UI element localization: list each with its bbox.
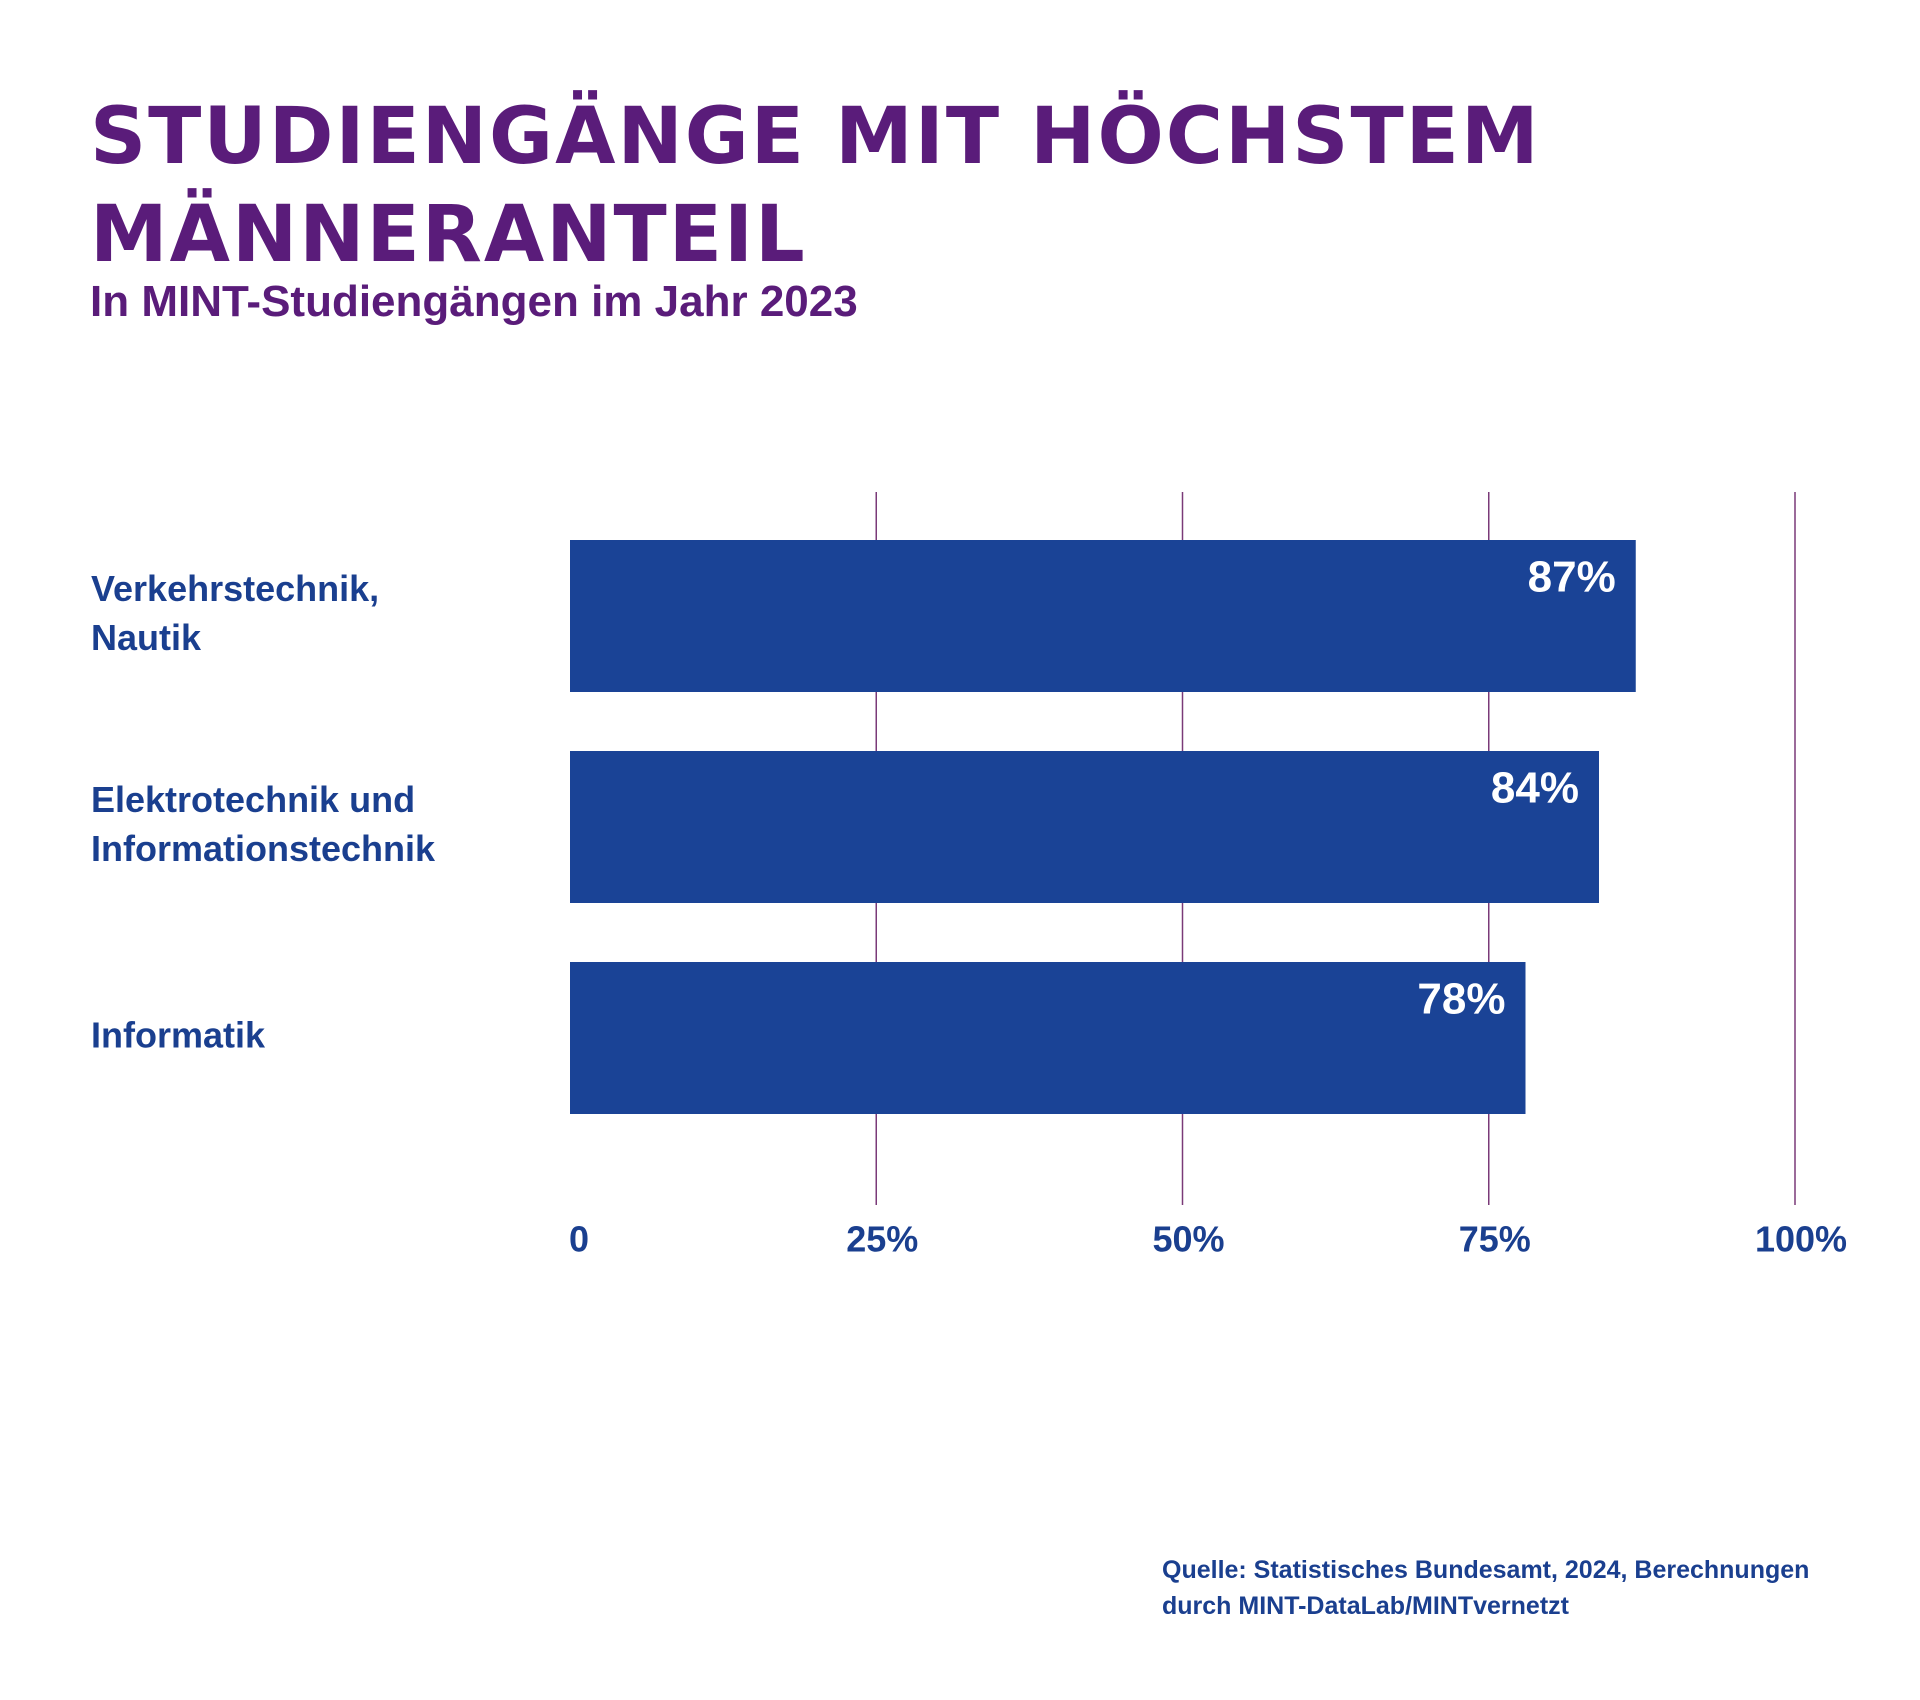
category-label-2-0: Informatik (91, 1015, 266, 1056)
x-axis-tick-labels: 0 25% 50% 75% 100% (569, 1219, 1847, 1260)
value-label-1: 84% (1491, 764, 1579, 813)
category-label-1-0: Elektrotechnik und (91, 779, 415, 820)
category-label-0-0: Verkehrstechnik, (91, 568, 379, 609)
source-line-1: Quelle: Statistisches Bundesamt, 2024, B… (1162, 1556, 1810, 1584)
value-labels: 87% 84% 78% (1417, 553, 1615, 1024)
bar-1 (570, 751, 1599, 903)
x-tick-label-4: 100% (1755, 1219, 1847, 1260)
bar-0 (570, 540, 1636, 692)
bars (570, 540, 1636, 1114)
value-label-2: 78% (1417, 975, 1505, 1024)
chart-title: STUDIENGÄNGE MIT HÖCHSTEM MÄNNERANTEIL (90, 92, 1541, 280)
bar-2 (570, 962, 1526, 1114)
source-note: Quelle: Statistisches Bundesamt, 2024, B… (1162, 1552, 1862, 1624)
x-tick-label-2: 50% (1152, 1219, 1224, 1260)
category-labels: Verkehrstechnik, Nautik Elektrotechnik und… (91, 568, 436, 1056)
category-label-1-1: Informationstechnik (91, 828, 436, 869)
category-label-0-1: Nautik (91, 617, 202, 658)
x-tick-label-0: 0 (569, 1219, 589, 1260)
source-line-2: durch MINT-DataLab/MINTvernetzt (1162, 1592, 1569, 1620)
chart-subtitle: In MINT-Studiengängen im Jahr 2023 (90, 277, 858, 326)
x-tick-label-1: 25% (846, 1219, 918, 1260)
x-tick-label-3: 75% (1459, 1219, 1531, 1260)
value-label-0: 87% (1528, 553, 1616, 602)
